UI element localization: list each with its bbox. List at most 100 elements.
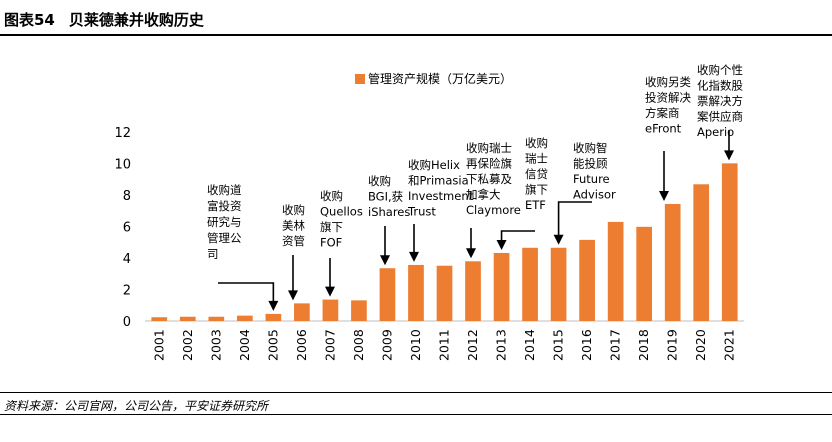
annotation-text-2006: 资管 (282, 234, 305, 248)
annotation-text-2010: 收购Helix (408, 158, 460, 172)
legend-label: 管理资产规模（万亿美元） (368, 71, 512, 86)
annotation-arrow-line-2005 (218, 282, 275, 303)
x-tick-label: 2001 (151, 329, 166, 361)
annotation-text-2015: 能投顾 (573, 157, 608, 171)
annotation-text-2013: 旗下 (525, 183, 548, 197)
bar-2006 (294, 303, 310, 321)
x-tick-label: 2020 (693, 329, 708, 361)
annotation-text-2019: 方案商 (645, 106, 680, 120)
x-tick-label: 2002 (180, 329, 195, 361)
x-tick-label: 2004 (237, 329, 252, 361)
annotation-text-2007: 旗下 (320, 220, 343, 234)
bar-2014 (522, 247, 538, 321)
annotation-text-2013: ETF (525, 198, 546, 212)
bar-2015 (550, 247, 567, 321)
bar-2007 (322, 299, 339, 321)
figure-number: 图表54 (4, 11, 55, 29)
annotation-text-2021: Aperio (697, 125, 734, 139)
annotation-text-2013: 收购 (525, 136, 548, 150)
annotation-arrow-head-2015 (553, 234, 564, 245)
annotation-text-2006: 收购 (282, 203, 305, 217)
annotation-arrow-head-2009 (380, 255, 390, 266)
bar-2004 (236, 315, 253, 321)
annotation-text-2021: 化指数股 (697, 79, 743, 93)
annotation-text-2006: 美林 (282, 219, 305, 233)
x-tick-label: 2017 (608, 329, 623, 361)
annotation-text-2012: 收购瑞士 (466, 141, 512, 155)
y-tick-label: 8 (123, 189, 131, 204)
source-rule-top (0, 392, 832, 393)
annotation-text-2013: 瑞士 (525, 152, 548, 166)
bar-2012 (465, 261, 481, 321)
annotation-text-2010: Investment (408, 189, 474, 203)
bar-2005 (265, 313, 282, 321)
annotation-text-2021: 票解决方 (697, 94, 743, 108)
x-tick-label: 2014 (522, 329, 537, 361)
annotation-text-2012: 再保险旗 (466, 157, 512, 171)
annotation-text-2012: 下私募及 (466, 172, 512, 186)
annotation-text-2013: 信贷 (525, 167, 548, 181)
x-tick-label: 2010 (408, 329, 423, 361)
annotation-arrow-head-2012 (466, 248, 476, 259)
annotation-arrow-head-2013 (496, 239, 507, 250)
acquisition-history-chart: 0 2 4 6 8 10 12 2001 2002 2003 2004 2005 2006 2007 200… (114, 63, 744, 361)
annotation-text-2010: 和Primasia (408, 174, 469, 188)
annotation-text-2012: 加拿大 (466, 188, 501, 202)
annotation-text-2019: eFront (645, 122, 682, 136)
annotation-arrow-head-2021 (724, 150, 734, 161)
source-rule-bottom (0, 414, 832, 415)
annotation-arrow-head-2019 (659, 190, 669, 201)
annotation-arrow-head-2005 (268, 300, 279, 311)
annotation-arrow-line-2015 (557, 201, 592, 237)
x-tick-label: 2007 (322, 329, 337, 361)
title-rule (0, 34, 832, 36)
x-tick-label: 2012 (465, 329, 480, 361)
x-tick-label: 2021 (722, 329, 737, 361)
bar-2020 (693, 184, 710, 321)
figure-title-text: 贝莱德兼并收购历史 (68, 11, 204, 29)
x-tick-label: 2013 (494, 329, 509, 361)
bar-2018 (636, 226, 653, 321)
bar-2011 (436, 265, 453, 321)
annotation-text-2005: 司 (207, 247, 219, 261)
x-tick-label: 2003 (208, 329, 223, 361)
bar-2002 (179, 316, 196, 321)
y-tick-label: 0 (123, 315, 131, 330)
annotation-text-2019: 收购另类 (645, 75, 691, 89)
annotation-text-2007: Quellos (320, 205, 363, 219)
bar-2017 (607, 221, 624, 321)
annotation-text-2005: 管理公 (207, 231, 242, 245)
annotation-arrow-head-2007 (325, 286, 335, 297)
legend-swatch (355, 74, 365, 84)
annotation-text-2012: Claymore (466, 203, 521, 217)
y-tick-label: 12 (114, 126, 131, 141)
annotation-text-2021: 案供应商 (697, 110, 743, 124)
x-tick-label: 2009 (379, 329, 394, 361)
x-tick-label: 2005 (265, 329, 280, 361)
annotation-text-2007: FOF (320, 236, 342, 250)
bar-2010 (408, 264, 424, 321)
annotation-text-2007: 收购 (320, 189, 343, 203)
bar-2019 (664, 203, 681, 321)
annotation-text-2015: Advisor (573, 188, 616, 202)
annotation-text-2005: 研究与 (207, 215, 242, 229)
annotation-text-2005: 富投资 (207, 199, 242, 213)
annotation-arrow-line-2013 (500, 230, 535, 242)
annotation-text-2015: Future (573, 172, 610, 186)
x-tick-label: 2006 (294, 329, 309, 361)
y-tick-label: 10 (114, 158, 131, 173)
annotation-text-2010: Trust (407, 205, 436, 219)
bar-2008 (351, 300, 367, 321)
x-tick-label: 2015 (551, 329, 566, 361)
y-tick-label: 4 (123, 252, 131, 267)
y-tick-label: 2 (123, 284, 131, 299)
bar-2001 (151, 317, 168, 321)
x-tick-label: 2019 (665, 329, 680, 361)
x-tick-label: 2016 (579, 329, 594, 361)
annotation-text-2005: 收购道 (207, 183, 242, 197)
figure-title: 图表54 贝莱德兼并收购历史 (4, 9, 204, 30)
annotation-text-2021: 收购个性 (697, 63, 743, 77)
x-tick-label: 2008 (351, 329, 366, 361)
y-tick-label: 6 (123, 221, 131, 236)
annotation-arrow-head-2006 (288, 290, 298, 301)
